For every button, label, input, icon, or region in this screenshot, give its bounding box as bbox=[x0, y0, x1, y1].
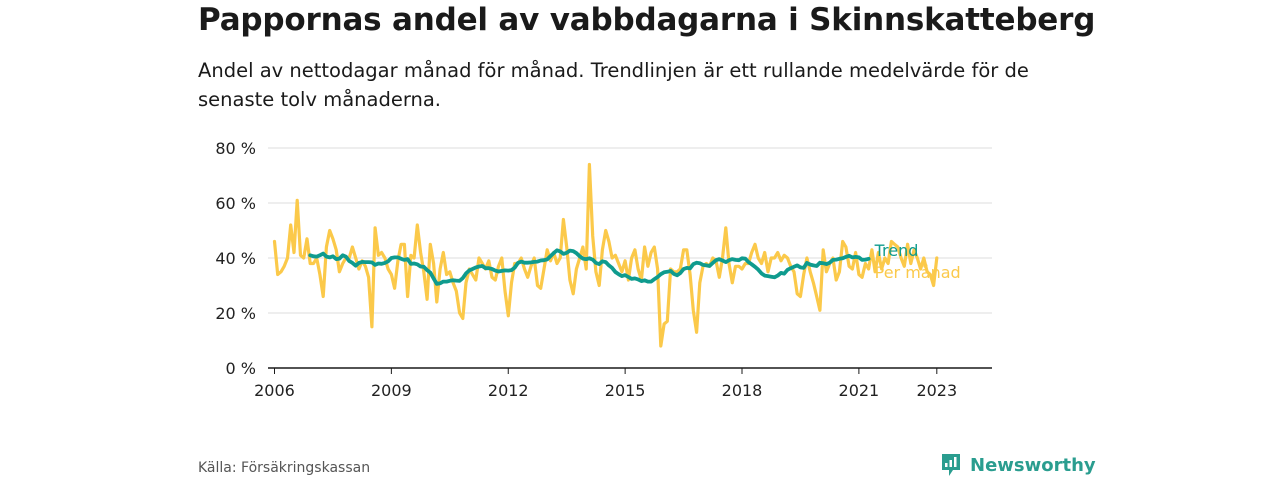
x-tick-label: 2006 bbox=[254, 381, 295, 400]
x-tick-label: 2009 bbox=[371, 381, 412, 400]
chart-subtitle: Andel av nettodagar månad för månad. Tre… bbox=[198, 59, 1029, 111]
y-tick-labels: 0 % 20 % 40 % 60 % 80 % bbox=[215, 139, 256, 378]
series-lines bbox=[272, 162, 939, 348]
x-tick-label: 2021 bbox=[839, 381, 880, 400]
series-label: Trend bbox=[874, 241, 919, 260]
x-tick-label: 2018 bbox=[722, 381, 763, 400]
y-tick-label: 80 % bbox=[215, 139, 256, 158]
y-tick-label: 20 % bbox=[215, 304, 256, 323]
y-tick-label: 60 % bbox=[215, 194, 256, 213]
series-label: Per månad bbox=[875, 263, 961, 282]
y-tick-label: 40 % bbox=[215, 249, 256, 268]
x-tick-label: 2012 bbox=[488, 381, 529, 400]
brand-name: Newsworthy bbox=[970, 454, 1096, 476]
source-note: Källa: Försäkringskassan bbox=[198, 460, 371, 476]
series-line-per-manad bbox=[272, 162, 939, 348]
brand-logo[interactable]: Newsworthy bbox=[940, 452, 1096, 478]
x-tick-label: 2023 bbox=[916, 381, 957, 400]
x-axis: 2006 2009 2012 2015 2018 2021 2023 bbox=[254, 368, 957, 400]
newsworthy-logo-icon bbox=[942, 454, 960, 476]
line-chart: 0 % 20 % 40 % 60 % 80 % 2006 2009 2012 2015 2018… bbox=[215, 139, 992, 400]
series-line-trend bbox=[308, 248, 871, 286]
chart-title: Pappornas andel av vabbdagarna i Skinnsk… bbox=[198, 2, 1096, 38]
series-labels: Per månad Trend bbox=[874, 241, 961, 282]
y-tick-label: 0 % bbox=[226, 359, 256, 378]
x-tick-label: 2015 bbox=[605, 381, 646, 400]
